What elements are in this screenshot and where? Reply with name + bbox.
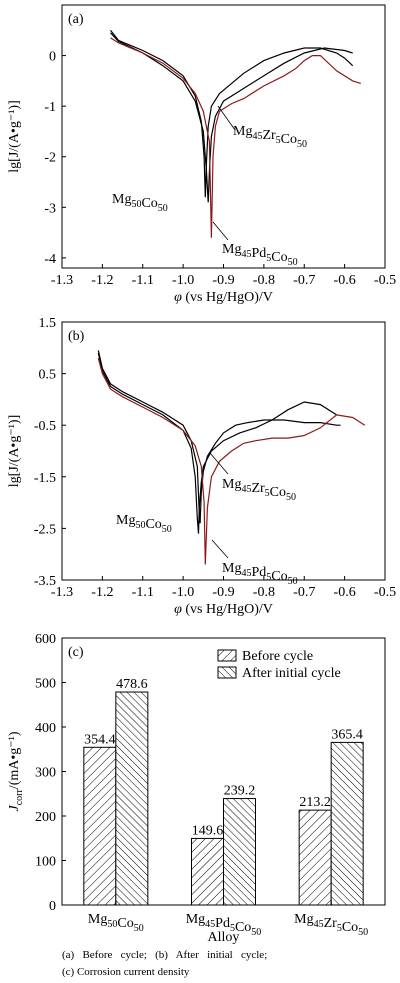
legend-swatch-after <box>217 666 237 679</box>
x-axis-label: Alloy <box>208 930 240 945</box>
x-tick-label: -0.7 <box>293 273 315 288</box>
series-line-mg45zr5co50 <box>110 32 353 203</box>
x-category-label: Mg45Zr5Co50 <box>294 912 368 938</box>
leader-line <box>209 452 229 475</box>
y-axis-label: lg[J/(A•g⁻¹)] <box>7 415 22 487</box>
x-tick-label: -0.9 <box>212 585 234 600</box>
series-line-mg50co50 <box>110 29 354 198</box>
caption-line-1: (a) Before cycle; (b) After initial cycl… <box>62 949 267 961</box>
x-tick-label: -1.1 <box>132 585 154 600</box>
y-tick-label: 100 <box>35 855 56 870</box>
bar-value-label: 213.2 <box>299 795 331 810</box>
series-line-mg45pd5co50 <box>110 37 361 238</box>
y-tick-label: 500 <box>35 677 56 692</box>
bar-after-mg45zr5co50 <box>330 741 364 906</box>
y-tick-label: -3.5 <box>34 574 56 589</box>
x-tick-label: -1.1 <box>132 273 154 288</box>
curve-label-mgpd: Mg45Pd5Co50 <box>222 561 298 587</box>
y-tick-label: -2.5 <box>34 522 56 537</box>
x-category-label: Mg45Pd5Co50 <box>186 912 262 938</box>
curve-label-mgzr: Mg45Zr5Co50 <box>222 477 296 503</box>
y-tick-label: 0 <box>49 50 56 65</box>
y-tick-label: 0.5 <box>39 368 57 383</box>
legend-label-after: After initial cycle <box>242 666 341 681</box>
curve-label-mgco: Mg50Co50 <box>116 513 172 535</box>
panel-tag: (a) <box>68 12 84 27</box>
legend-label-before: Before cycle <box>242 649 313 664</box>
bar-value-label: 239.2 <box>224 784 256 799</box>
y-tick-label: -1 <box>44 100 56 115</box>
bar-value-label: 365.4 <box>331 727 363 742</box>
y-tick-label: 0 <box>49 899 56 914</box>
x-tick-label: -1.0 <box>172 585 194 600</box>
y-tick-label: -1.5 <box>34 471 56 486</box>
plot-frame <box>61 321 386 581</box>
curve-label-mgpd: Mg45Pd5Co50 <box>222 242 298 268</box>
y-axis-label: Jcorr/(mA•g⁻¹) <box>7 731 25 811</box>
bar-after-mg50co50 <box>115 691 149 906</box>
y-tick-label: 400 <box>35 721 56 736</box>
x-tick-label: -0.8 <box>253 585 275 600</box>
x-tick-label: -1.3 <box>51 273 73 288</box>
x-axis-unit: (vs Hg/HgO)/V <box>182 602 273 617</box>
y-tick-label: -0.5 <box>34 419 56 434</box>
bar-value-label: 149.6 <box>192 823 224 838</box>
leader-line <box>212 221 229 241</box>
x-axis-label: φ (vs Hg/HgO)/V <box>174 290 273 305</box>
y-axis-label: lg[J/(A•g⁻¹)] <box>7 100 22 172</box>
panel-tag: (b) <box>68 329 85 344</box>
y-tick-label: 200 <box>35 810 56 825</box>
bar-after-mg45pd5co50 <box>223 798 256 906</box>
x-tick-label: -0.6 <box>334 585 356 600</box>
plot-frame <box>61 4 386 269</box>
leader-line <box>211 539 229 559</box>
y-tick-label: -4 <box>44 252 56 267</box>
x-category-label: Mg50Co50 <box>88 912 144 934</box>
x-axis-symbol: φ <box>174 602 182 617</box>
panel-c-chart: 0 100 200 300 400 500 600 (c) Jcorr/(mA•g⁻¹) 354.… <box>7 632 386 945</box>
x-tick-label: -0.6 <box>334 273 356 288</box>
bar-value-label: 354.4 <box>84 732 116 747</box>
series-line-mg50co50 <box>97 352 337 534</box>
x-tick-label: -0.8 <box>253 273 275 288</box>
curve-label-mgco: Mg50Co50 <box>112 192 168 214</box>
panel-b-chart: -1.3 -1.2 -1.1 -1.0 -0.9 -0.8 -0.7 -0.6 -0.5 1.5 0… <box>7 316 396 617</box>
panel-tag: (c) <box>68 645 84 660</box>
x-axis-symbol: φ <box>174 290 182 305</box>
panel-a-chart: -1.3 -1.2 -1.1 -1.0 -0.9 -0.8 -0.7 -0.6 -0.5 0 -1 -… <box>7 4 396 305</box>
x-tick-label: -0.5 <box>374 585 396 600</box>
x-tick-label: -0.5 <box>374 273 396 288</box>
series-line-mg45zr5co50 <box>97 350 341 524</box>
x-tick-label: -0.7 <box>293 585 315 600</box>
y-tick-label: -3 <box>44 201 56 216</box>
y-tick-label: 1.5 <box>39 316 57 331</box>
leader-line <box>217 105 236 131</box>
y-tick-label: 300 <box>35 766 56 781</box>
x-tick-label: -1.2 <box>91 273 113 288</box>
x-tick-label: -0.9 <box>212 273 234 288</box>
curve-label-mgzr: Mg45Zr5Co50 <box>233 124 307 150</box>
x-tick-label: -1.0 <box>172 273 194 288</box>
bar-before-mg45zr5co50 <box>298 809 332 906</box>
x-axis-label: φ (vs Hg/HgO)/V <box>174 602 273 617</box>
x-tick-label: -1.3 <box>51 585 73 600</box>
x-tick-label: -1.2 <box>91 585 113 600</box>
legend-swatch-before <box>217 649 237 662</box>
x-axis-unit: (vs Hg/HgO)/V <box>182 290 273 305</box>
series-line-mg45pd5co50 <box>97 357 366 565</box>
y-tick-label: 600 <box>35 632 56 647</box>
bar-before-mg45pd5co50 <box>191 837 224 906</box>
bar-before-mg50co50 <box>83 746 117 906</box>
bar-value-label: 478.6 <box>116 677 148 692</box>
caption-line-2: (c) Corrosion current density <box>62 966 190 978</box>
y-tick-label: -2 <box>44 151 56 166</box>
